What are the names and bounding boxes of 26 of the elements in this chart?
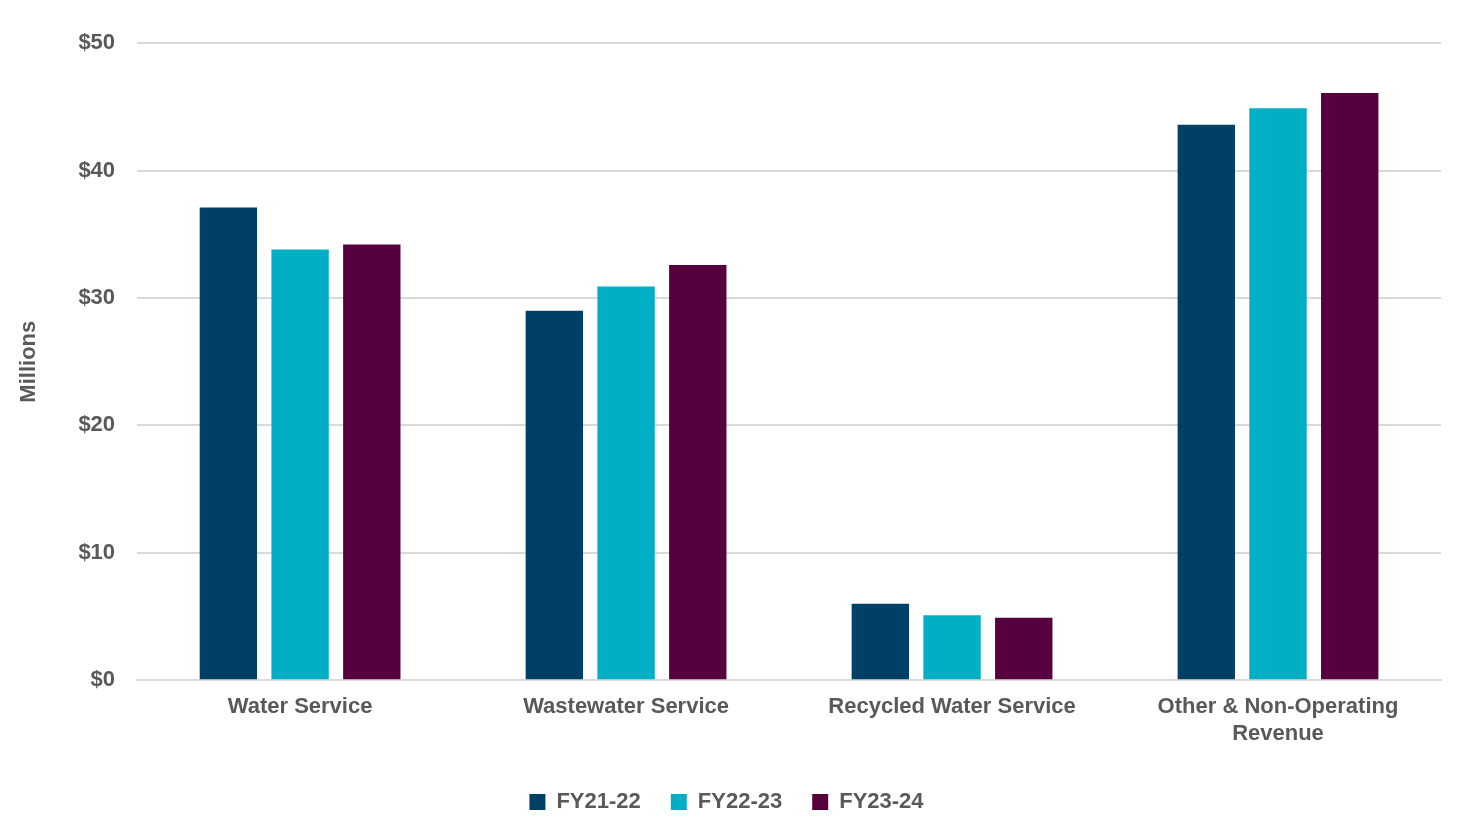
x-tick-label: Water Service	[227, 693, 373, 719]
bar	[923, 615, 981, 680]
bar	[597, 286, 655, 680]
bar	[343, 244, 401, 680]
bar	[199, 207, 258, 680]
y-tick-label: $0	[90, 666, 116, 692]
bar	[851, 603, 910, 680]
bar	[271, 249, 329, 680]
bar	[525, 310, 584, 680]
y-tick-label: $10	[78, 538, 116, 564]
legend-label: FY23-24	[839, 788, 925, 814]
bar	[669, 264, 727, 680]
y-tick-label: $50	[78, 29, 116, 55]
x-tick-label: Wastewater Service	[523, 693, 729, 719]
y-tick-label: $40	[78, 156, 116, 182]
legend-label: FY22-23	[697, 788, 783, 814]
bar	[1177, 124, 1235, 680]
x-tick-label: Other & Non-Operating Revenue	[1157, 693, 1399, 745]
x-tick-label: Recycled Water Service	[828, 693, 1076, 719]
bar	[995, 617, 1053, 680]
y-tick-label: $20	[78, 411, 116, 437]
y-axis-title: Millions	[15, 320, 41, 403]
y-tick-label: $30	[78, 284, 116, 310]
bar	[1249, 108, 1307, 680]
bar	[1321, 92, 1379, 680]
legend-label: FY21-22	[556, 788, 641, 814]
